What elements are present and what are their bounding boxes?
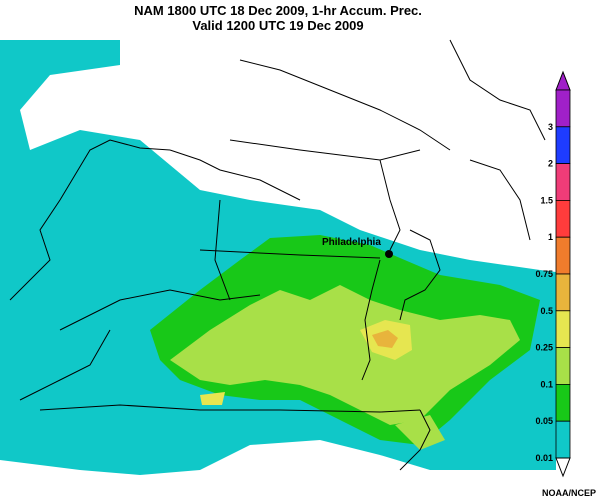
credit-label: NOAA/NCEP xyxy=(541,488,596,498)
legend-top-arrow xyxy=(555,70,571,91)
precip-area-peak-west xyxy=(200,392,225,405)
legend-label: 3 xyxy=(548,122,553,132)
legend-swatch xyxy=(555,347,571,385)
philadelphia-marker xyxy=(385,250,393,258)
legend-label: 0.1 xyxy=(540,379,553,389)
legend-swatch xyxy=(555,126,571,165)
legend-label: 0.05 xyxy=(535,416,553,426)
city-label: Philadelphia xyxy=(322,237,381,248)
title-line-1: NAM 1800 UTC 18 Dec 2009, 1-hr Accum. Pr… xyxy=(134,3,422,18)
precip-area-light-north xyxy=(120,140,150,152)
legend-swatch xyxy=(555,383,571,422)
legend-label: 0.5 xyxy=(540,306,553,316)
legend-swatch xyxy=(555,420,571,459)
precip-area-heavy xyxy=(170,285,520,425)
legend-bottom-arrow xyxy=(555,457,571,478)
legend-swatch xyxy=(555,310,571,348)
legend-label: 0.01 xyxy=(535,453,553,463)
map-title: NAM 1800 UTC 18 Dec 2009, 1-hr Accum. Pr… xyxy=(0,3,556,33)
legend-swatch xyxy=(555,236,571,275)
precipitation-map: 3 2 1.5 1 0.75 0.5 0.25 0.1 0.05 0.01 Philadelphi… xyxy=(0,39,571,478)
legend: 3 2 1.5 1 0.75 0.5 0.25 0.1 0.05 0.01 xyxy=(535,70,571,478)
legend-label: 0.75 xyxy=(535,269,553,279)
legend-label: 2 xyxy=(548,159,553,169)
legend-label: 1 xyxy=(548,232,553,242)
legend-swatch xyxy=(555,89,571,128)
map-outlines xyxy=(9,39,546,471)
legend-label: 0.25 xyxy=(535,343,553,353)
legend-swatch xyxy=(555,199,571,238)
legend-swatch xyxy=(555,163,571,201)
precip-area-max xyxy=(372,330,398,348)
precip-area-heavy-south xyxy=(395,415,445,450)
legend-label: 1.5 xyxy=(540,195,553,205)
legend-swatch xyxy=(555,273,571,312)
title-line-2: Valid 1200 UTC 19 Dec 2009 xyxy=(192,18,364,33)
